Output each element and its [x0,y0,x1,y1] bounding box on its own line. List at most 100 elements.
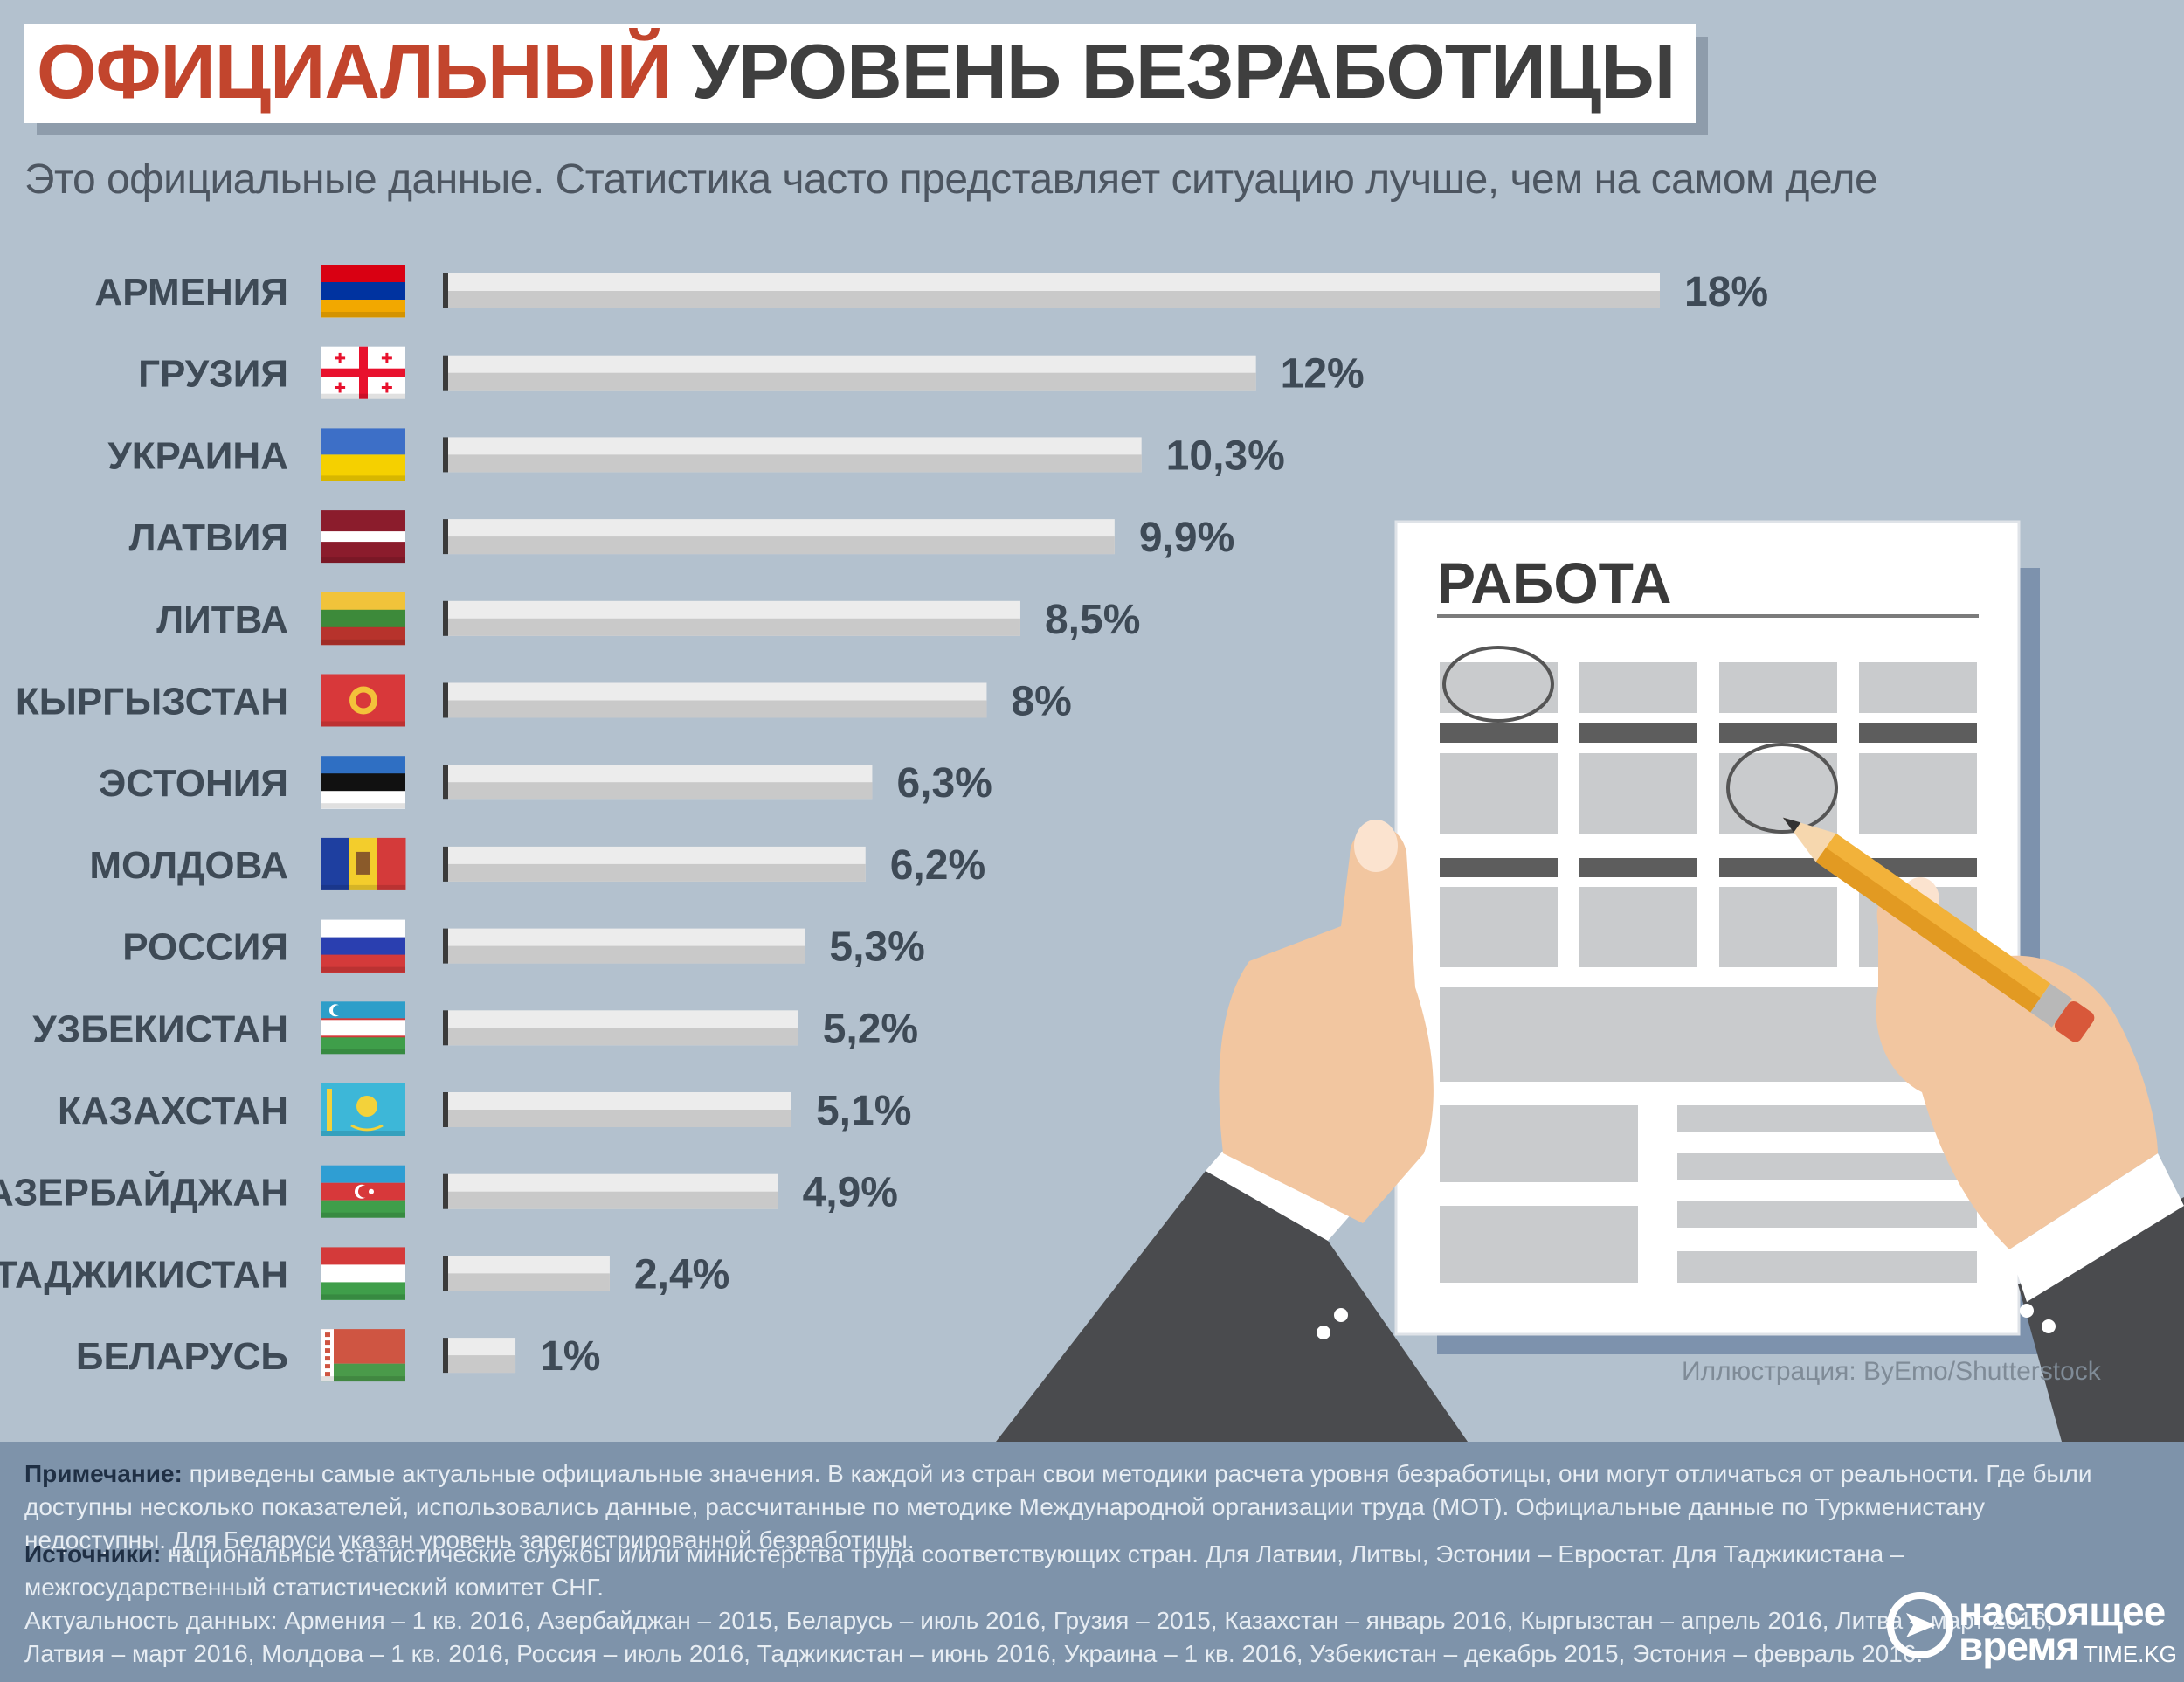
value-label: 5,1% [816,1088,911,1134]
value-label: 18% [1684,269,1768,315]
country-label: БЕЛАРУСЬ [76,1335,288,1378]
value-label: 4,9% [803,1170,898,1216]
bar-row: ЛАТВИЯ 9,9% [129,510,1234,564]
bar-axis-tick [443,437,448,473]
actuality-line-2: Латвия – март 2016, Молдова – 1 кв. 2016… [24,1640,1924,1667]
country-label: РОССИЯ [122,926,288,969]
document-title: РАБОТА [1437,550,1671,615]
bar-row: ГРУЗИЯ 12% [138,346,1365,399]
value-label: 5,2% [823,1006,918,1052]
belarus-flag-icon [321,1329,405,1382]
logo-line-2: время [1959,1623,2079,1669]
actuality-line-1: Актуальность данных: Армения – 1 кв. 201… [24,1607,2053,1634]
bar-axis-tick [443,1256,448,1291]
job-search-illustration: РАБОТА [996,520,2184,1442]
bar-axis-tick [443,273,448,308]
bar-shadow [448,1355,516,1374]
bar-row: УЗБЕКИСТАН 5,2% [32,1001,918,1055]
sources-text: национальные статистические службы и/или… [24,1540,1904,1601]
footer-sources: Источники: национальные статистические с… [24,1538,2104,1671]
unemployment-bar-chart: АРМЕНИЯ 18% ГРУЗИЯ 12% УКРАИНА 10,3% ЛАТВИЯ 9,9… [0,265,1768,1382]
note-label: Примечание: [24,1460,183,1487]
bar-row: УКРАИНА 10,3% [107,428,1285,481]
footer-note: Примечание: приведены самые актуальные о… [24,1457,2104,1557]
moldova-flag-icon [321,837,406,890]
value-label: 2,4% [634,1251,729,1298]
russia-flag-icon [321,919,405,973]
bar-axis-tick [443,1338,448,1374]
subtitle: Это официальные данные. Статистика часто… [24,156,1878,203]
bar-shadow [448,536,1115,555]
bar-row: РОССИЯ 5,3% [122,919,925,973]
bar-shadow [448,700,987,718]
bar-shadow [448,618,1020,636]
bar-row: КАЗАХСТАН 5,1% [58,1083,911,1136]
bar-row: ЭСТОНИЯ 6,3% [99,756,992,809]
bar-shadow [448,291,1660,308]
armenia-flag-icon [321,265,405,318]
bar-shadow [448,1028,798,1046]
note-text: приведены самые актуальные официальные з… [24,1460,2092,1554]
value-label: 1% [540,1333,600,1380]
ukraine-flag-icon [321,428,405,481]
value-label: 6,3% [896,760,992,806]
country-label: УЗБЕКИСТАН [32,1007,288,1050]
kazakhstan-flag-icon [321,1083,405,1136]
country-label: КЫРГЫЗСТАН [16,681,288,723]
kyrgyzstan-flag-icon [321,674,405,727]
footer: Примечание: приведены самые актуальные о… [0,1442,2184,1682]
country-label: КАЗАХСТАН [58,1090,288,1132]
value-label: 12% [1281,351,1365,398]
bar-row: АЗЕРБАЙДЖАН 4,9% [0,1165,898,1218]
bar-row: ТАДЖИКИСТАН 2,4% [0,1247,729,1300]
logo-line-1: настоящее [1959,1589,2166,1634]
bar-axis-tick [443,682,448,718]
bar-axis-tick [443,1010,448,1046]
bar-axis-tick [443,765,448,800]
country-label: ТАДЖИКИСТАН [0,1253,288,1296]
bar-axis-tick [443,355,448,391]
bar-axis-tick [443,519,448,555]
country-label: АРМЕНИЯ [94,271,288,314]
latvia-flag-icon [321,510,405,564]
estonia-flag-icon [321,756,405,809]
bar-shadow [448,372,1256,391]
bar-shadow [448,1273,610,1291]
value-label: 10,3% [1166,433,1285,479]
georgia-flag-icon [321,346,405,399]
bar-shadow [448,863,866,882]
title-accent: ОФИЦИАЛЬНЫЙ [37,28,672,114]
bar-axis-tick [443,846,448,882]
bar-row: КЫРГЫЗСТАН 8% [16,674,1072,727]
country-label: ЭСТОНИЯ [99,762,288,805]
bar-shadow [448,454,1142,473]
uzbekistan-flag-icon [321,1001,405,1055]
bar-axis-tick [443,1092,448,1127]
logo-icon [1887,1592,1953,1658]
bar-axis-tick [443,928,448,964]
country-label: ЛИТВА [156,599,288,641]
logo-text: настоящее время [1959,1591,2166,1666]
bar-row: МОЛДОВА 6,2% [89,837,985,890]
tajikistan-flag-icon [321,1247,405,1300]
country-label: МОЛДОВА [89,844,288,887]
title-rest: УРОВЕНЬ БЕЗРАБОТИЦЫ [691,28,1676,114]
value-label: 5,3% [829,924,924,971]
value-label: 8% [1011,679,1071,725]
bar-row: АРМЕНИЯ 18% [94,265,1768,318]
title-box: ОФИЦИАЛЬНЫЙ УРОВЕНЬ БЕЗРАБОТИЦЫ [24,24,1697,123]
bar-axis-tick [443,600,448,636]
bar-row: БЕЛАРУСЬ 1% [76,1329,600,1382]
illustration-credit: Иллюстрация: ByEmo/Shutterstock [1682,1357,2101,1386]
lithuania-flag-icon [321,592,405,646]
country-label: УКРАИНА [107,434,288,477]
bar-shadow [448,782,873,800]
value-label: 9,9% [1139,515,1234,561]
logo-site: TIME.KG [2084,1641,2177,1667]
country-label: ЛАТВИЯ [129,516,288,559]
value-label: 6,2% [890,842,985,889]
bar-row: ЛИТВА 8,5% [156,592,1140,646]
value-label: 8,5% [1045,597,1140,643]
country-label: АЗЕРБАЙДЖАН [0,1170,288,1215]
bar-axis-tick [443,1173,448,1209]
